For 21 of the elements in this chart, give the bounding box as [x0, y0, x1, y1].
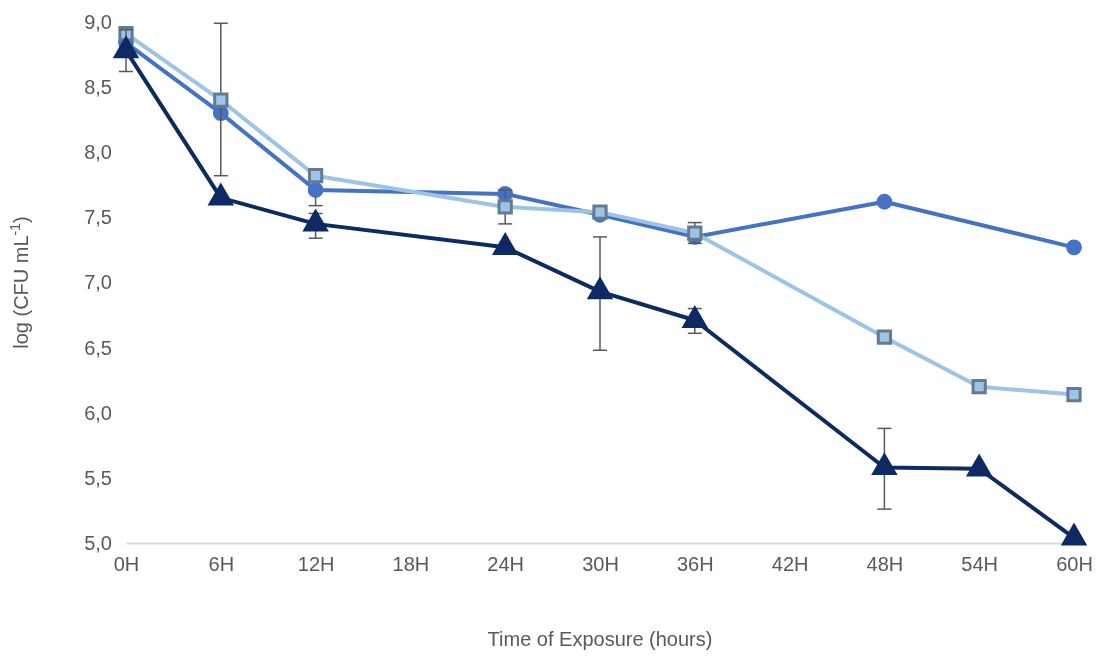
x-tick-label: 42H	[771, 553, 809, 576]
x-tick-label: 54H	[961, 553, 999, 576]
y-tick-label: 7,5	[84, 206, 112, 229]
x-tick-label: 18H	[392, 553, 430, 576]
y-tick-label: 9,0	[84, 10, 112, 33]
y-tick-label: 6,0	[84, 401, 112, 424]
y-tick-label: 7,0	[84, 271, 112, 294]
x-tick-label: 0H	[113, 553, 140, 576]
x-tick-label: 24H	[487, 553, 525, 576]
y-tick-label: 5,5	[84, 466, 112, 489]
y-tick-label: 5,0	[84, 531, 112, 554]
y-tick-label: 8,5	[84, 76, 112, 99]
x-tick-label: 48H	[866, 553, 904, 576]
x-tick-label: 12H	[297, 553, 335, 576]
y-tick-label: 6,5	[84, 336, 112, 359]
x-tick-label: 6H	[208, 553, 235, 576]
x-tick-label: 36H	[676, 553, 714, 576]
y-tick-label: 8,0	[84, 141, 112, 164]
x-tick-label: 60H	[1056, 553, 1093, 576]
x-tick-label: 30H	[582, 553, 619, 576]
x-axis-title: Time of Exposure (hours)	[487, 628, 713, 650]
